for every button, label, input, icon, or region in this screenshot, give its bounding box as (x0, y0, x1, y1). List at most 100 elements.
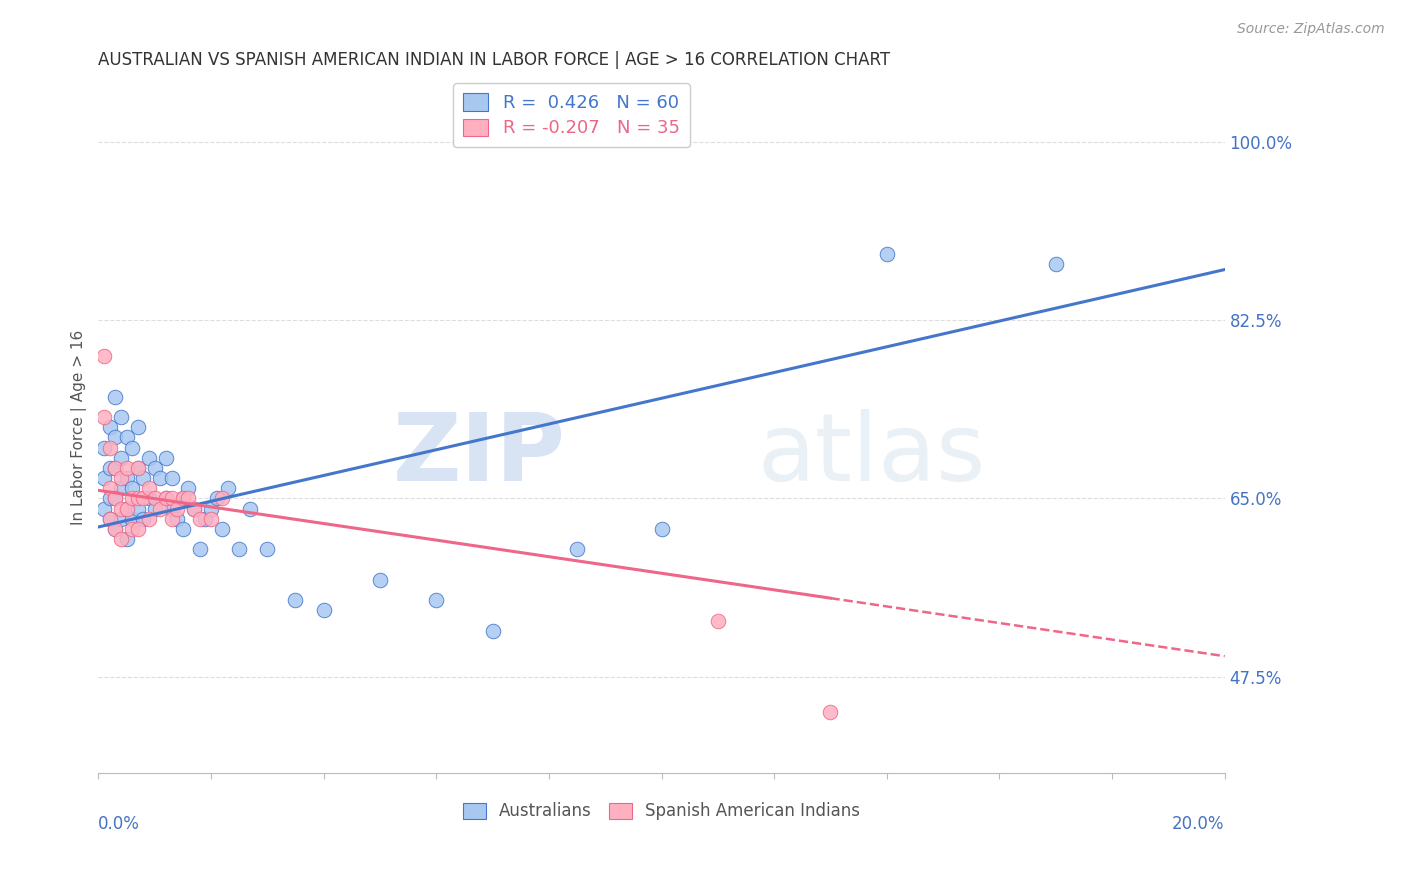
Point (98, 461, 121, 475)
Point (172, 491, 194, 506)
Point (93, 501, 115, 516)
Point (104, 522, 127, 536)
Point (104, 491, 127, 506)
Point (110, 532, 132, 546)
Point (149, 471, 172, 485)
Point (256, 542, 278, 557)
Point (115, 430, 138, 444)
Point (160, 512, 183, 526)
Point (121, 491, 143, 506)
Y-axis label: In Labor Force | Age > 16: In Labor Force | Age > 16 (72, 330, 87, 524)
Text: 20.0%: 20.0% (1173, 814, 1225, 833)
Point (368, 573, 391, 587)
Point (127, 522, 149, 536)
Point (127, 491, 149, 506)
Point (312, 603, 335, 617)
Point (200, 512, 222, 526)
Point (110, 471, 132, 485)
Point (651, 522, 673, 536)
Point (143, 501, 166, 516)
Text: AUSTRALIAN VS SPANISH AMERICAN INDIAN IN LABOR FORCE | AGE > 16 CORRELATION CHAR: AUSTRALIAN VS SPANISH AMERICAN INDIAN IN… (98, 51, 890, 69)
Point (132, 491, 155, 506)
Point (217, 481, 239, 495)
Point (172, 522, 194, 536)
Point (876, 247, 898, 261)
Point (110, 512, 132, 526)
Point (425, 593, 447, 607)
Point (172, 491, 194, 506)
Point (143, 491, 166, 506)
Point (155, 491, 177, 506)
Point (104, 491, 127, 506)
Point (155, 491, 177, 506)
Point (98, 512, 121, 526)
Text: ZIP: ZIP (392, 409, 565, 501)
Point (121, 512, 143, 526)
Point (93, 471, 115, 485)
Point (104, 461, 127, 475)
Text: 0.0%: 0.0% (98, 814, 141, 833)
Point (93, 441, 115, 455)
Point (211, 491, 233, 506)
Point (110, 410, 132, 425)
Point (104, 430, 127, 444)
Point (205, 491, 228, 506)
Point (194, 512, 217, 526)
Point (93, 349, 115, 363)
Point (98, 512, 121, 526)
Point (211, 522, 233, 536)
Point (183, 501, 205, 516)
Point (183, 501, 205, 516)
Point (138, 450, 160, 465)
Point (121, 441, 143, 455)
Point (104, 461, 127, 475)
Point (104, 390, 127, 404)
Point (121, 481, 143, 495)
Point (138, 491, 160, 506)
Point (104, 522, 127, 536)
Point (115, 532, 138, 546)
Point (1045, 258, 1067, 272)
Point (166, 512, 188, 526)
Point (481, 624, 503, 638)
Point (115, 501, 138, 516)
Text: atlas: atlas (758, 409, 986, 501)
Point (707, 614, 730, 628)
Point (110, 450, 132, 465)
Point (284, 593, 307, 607)
Point (565, 542, 588, 557)
Text: Source: ZipAtlas.com: Source: ZipAtlas.com (1237, 22, 1385, 37)
Point (149, 501, 172, 516)
Point (155, 450, 177, 465)
Point (160, 501, 183, 516)
Point (132, 471, 155, 485)
Point (228, 542, 250, 557)
Legend: Australians, Spanish American Indians: Australians, Spanish American Indians (456, 796, 868, 827)
Point (93, 410, 115, 425)
Point (98, 481, 121, 495)
Point (143, 461, 166, 475)
Point (98, 420, 121, 434)
Point (239, 501, 262, 516)
Point (138, 512, 160, 526)
Point (820, 705, 842, 719)
Point (110, 501, 132, 516)
Point (115, 501, 138, 516)
Point (188, 542, 211, 557)
Point (127, 461, 149, 475)
Point (98, 441, 121, 455)
Point (160, 471, 183, 485)
Point (188, 512, 211, 526)
Point (200, 501, 222, 516)
Point (166, 501, 188, 516)
Point (110, 481, 132, 495)
Point (160, 491, 183, 506)
Point (177, 481, 200, 495)
Point (132, 512, 155, 526)
Point (177, 491, 200, 506)
Point (127, 420, 149, 434)
Point (127, 461, 149, 475)
Point (121, 522, 143, 536)
Point (127, 501, 149, 516)
Point (98, 491, 121, 506)
